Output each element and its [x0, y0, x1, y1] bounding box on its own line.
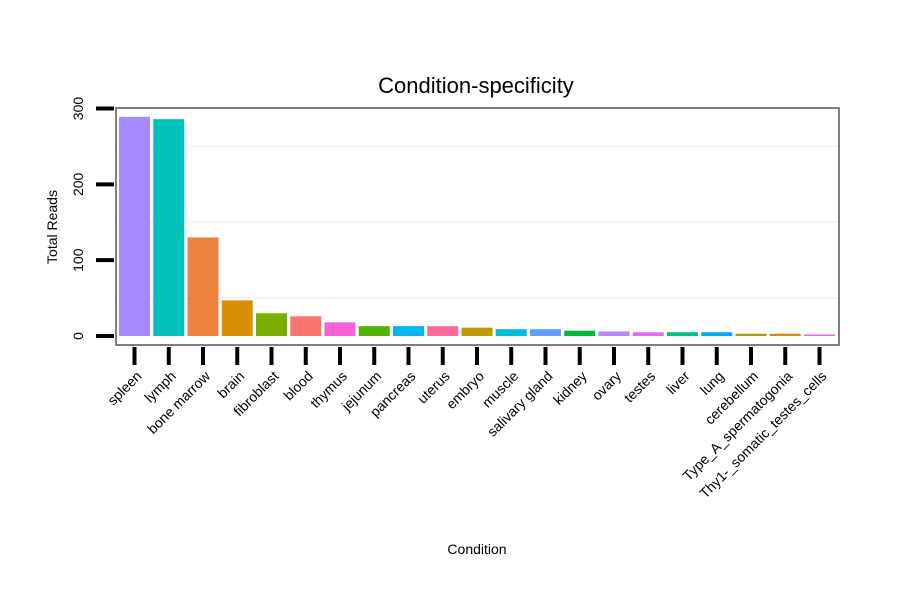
x-tick-label: ovary	[589, 368, 625, 404]
bar-ovary	[598, 331, 630, 336]
bar-jejunum	[358, 326, 390, 336]
bar-thymus	[324, 322, 356, 336]
y-tick-label: 0	[70, 332, 86, 340]
bar-testes	[632, 332, 664, 336]
y-axis-ticks: 0 100 200 300	[70, 97, 114, 340]
bar-liver	[667, 332, 698, 336]
x-tick-label: lung	[697, 368, 727, 398]
bar-embryo	[461, 327, 493, 336]
bar-muscle	[495, 329, 527, 336]
bar-kidney	[564, 330, 596, 336]
bar-type-a-spermatogonia	[769, 333, 801, 336]
y-tick-label: 300	[70, 97, 86, 121]
bar-cerebellum	[735, 333, 767, 336]
chart-title: Condition-specificity	[378, 73, 574, 98]
y-tick-label: 100	[70, 248, 86, 272]
x-tick-label: spleen	[104, 368, 144, 408]
bar-spleen	[119, 116, 150, 336]
x-axis-label: Condition	[447, 541, 506, 557]
x-tick-label: embryo	[443, 368, 487, 412]
bar-fibroblast	[256, 313, 287, 336]
x-tick-label: testes	[621, 368, 659, 406]
bar-salivary-gland	[530, 329, 561, 336]
bars	[119, 116, 835, 337]
bar-blood	[290, 316, 322, 336]
y-axis-label: Total Reads	[44, 190, 60, 264]
bar-lymph	[153, 119, 185, 337]
bar-thy1-somatic-testes-cells	[804, 334, 835, 336]
plot-panel	[115, 107, 840, 346]
x-tick-label: kidney	[550, 368, 590, 408]
bar-pancreas	[393, 326, 424, 336]
y-tick-label: 200	[70, 172, 86, 196]
bar-uterus	[427, 326, 459, 336]
bar-bone-marrow	[187, 237, 219, 336]
gridlines	[116, 145, 839, 300]
bar-brain	[221, 300, 253, 336]
bar-lung	[701, 332, 733, 336]
x-tick-label: liver	[663, 368, 693, 398]
